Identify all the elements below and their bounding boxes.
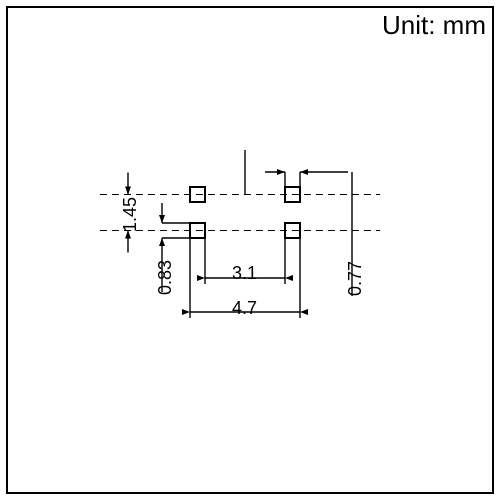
dim-inner-width: 3.1 [232,263,257,284]
technical-drawing [0,0,500,500]
dim-pad-width: 0.77 [345,261,366,296]
dim-outer-width: 4.7 [232,298,257,319]
dim-pad-height: 0.83 [155,260,176,295]
dim-row-pitch: 1.45 [120,197,141,232]
